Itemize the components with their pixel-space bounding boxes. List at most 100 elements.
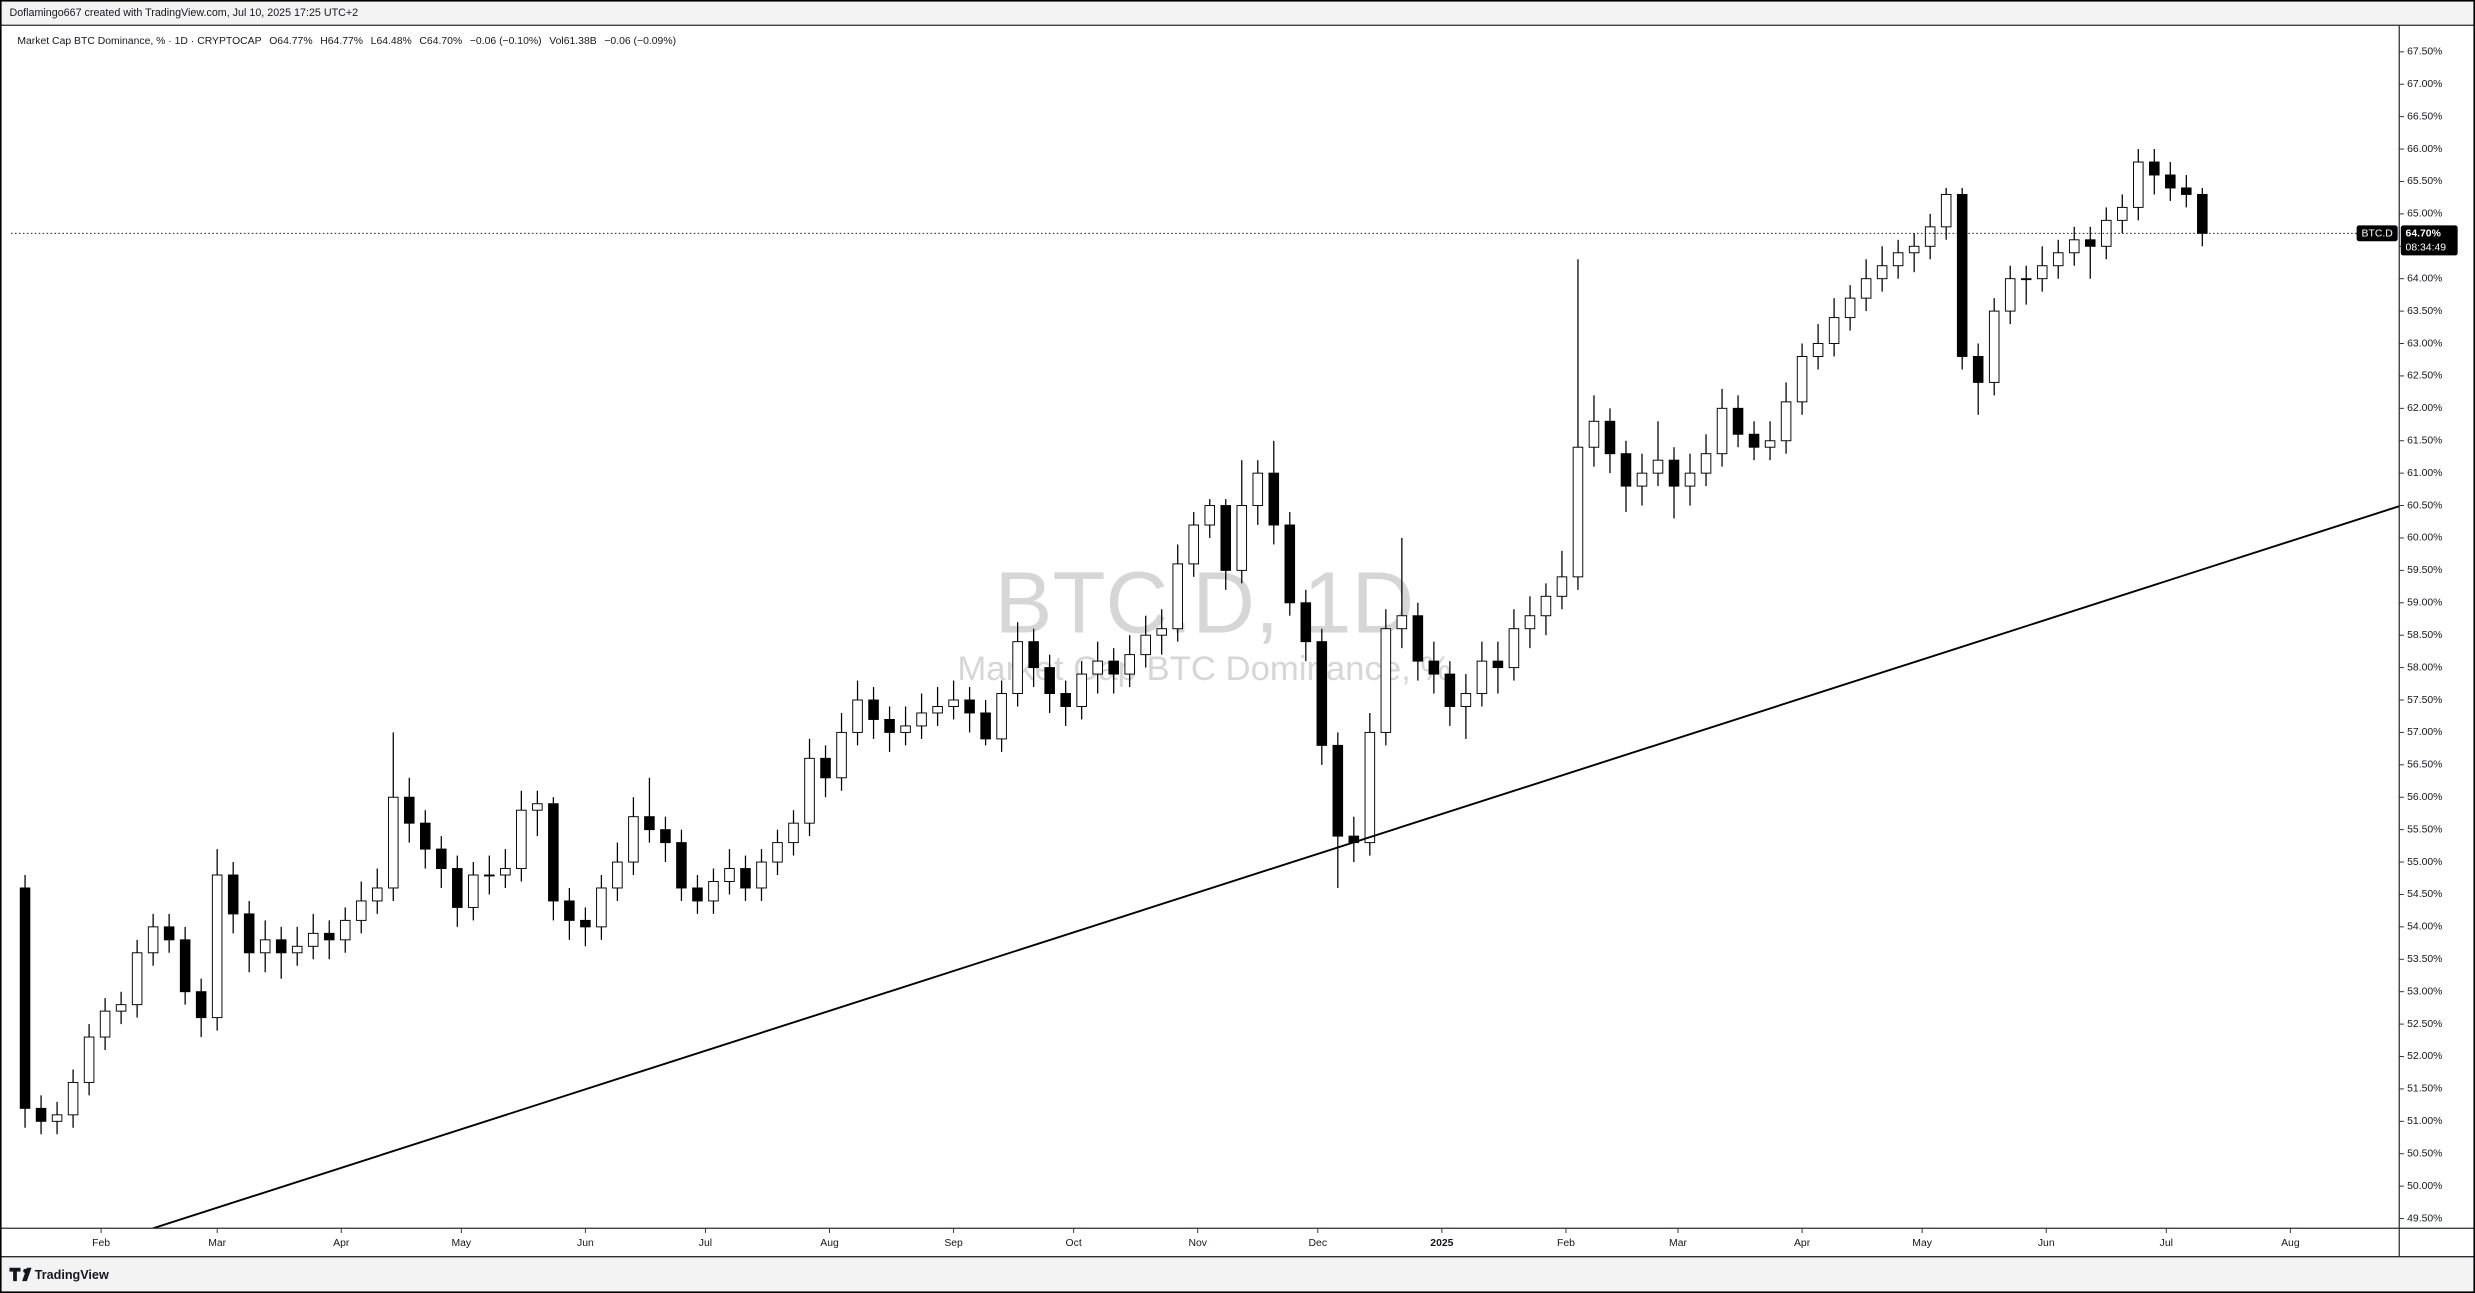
candle-body [35, 1107, 47, 1122]
candle-body [1908, 245, 1920, 254]
candle-body [1396, 615, 1408, 630]
candle-body [756, 861, 767, 889]
candle-body [2068, 239, 2080, 254]
candle-body [1268, 472, 1280, 526]
candle-body [2004, 278, 2016, 312]
candle-body [1476, 660, 1488, 695]
symbol-tag-bg [2356, 225, 2398, 242]
candle-body [67, 1081, 79, 1116]
legend-low: L64.48% [371, 36, 412, 47]
last-price-tag-bg [2400, 225, 2458, 256]
y-tick-label: 61.50% [2407, 435, 2442, 446]
candle-body [2165, 174, 2176, 189]
candle-body [2036, 265, 2048, 280]
y-tick-label: 56.00% [2407, 792, 2442, 803]
candle-body [644, 816, 655, 831]
x-tick-label: May [451, 1238, 471, 1249]
candle-body [1636, 472, 1648, 487]
x-tick-label: 2025 [1430, 1238, 1453, 1249]
candle-body [1332, 744, 1344, 837]
candle-body [884, 718, 895, 733]
y-tick-label: 59.00% [2407, 598, 2442, 609]
candle-body [2084, 239, 2096, 247]
brand-name: TradingView [35, 1268, 109, 1282]
symbol-tag: BTC.D [2362, 229, 2394, 240]
candle-body [708, 881, 719, 902]
brand-logo [9, 1267, 32, 1282]
candle-body [275, 939, 287, 954]
candle-body [83, 1036, 95, 1083]
y-tick-label: 60.50% [2407, 500, 2442, 511]
legend-close: C64.70% [419, 36, 462, 47]
candle-body [564, 900, 575, 921]
x-tick-label: Apr [1794, 1238, 1811, 1249]
candle-body [291, 945, 303, 954]
candle-body [147, 926, 159, 954]
candle-body [115, 1004, 127, 1012]
candle-body [724, 868, 735, 882]
candle-body [916, 712, 927, 727]
candle-body [1524, 615, 1536, 630]
candle-body [323, 932, 335, 941]
header-text: Doflamingo667 created with TradingView.c… [9, 7, 358, 19]
y-tick-label: 53.00% [2407, 986, 2442, 997]
x-tick-label: Feb [92, 1238, 110, 1249]
x-tick-label: Jun [2038, 1238, 2055, 1249]
candle-body [1588, 420, 1600, 448]
candle-body [1124, 654, 1135, 675]
y-tick-label: 63.00% [2407, 338, 2442, 349]
y-tick-label: 56.50% [2407, 760, 2442, 771]
candle-body [1940, 193, 1952, 228]
candle-body [1892, 252, 1904, 267]
y-tick-label: 67.00% [2407, 79, 2442, 90]
x-tick-label: Jun [577, 1238, 594, 1249]
candle-body [836, 731, 847, 779]
candle-body [2197, 193, 2208, 234]
y-tick-label: 57.00% [2407, 727, 2442, 738]
candle-body [2149, 161, 2160, 176]
candle-body [596, 887, 607, 928]
candle-body [1188, 524, 1200, 565]
last-price-label: 64.70% [2406, 229, 2441, 240]
candle-body [1220, 505, 1232, 571]
candle-body [404, 796, 415, 824]
candle-body [820, 757, 831, 779]
candle-body [1460, 693, 1472, 707]
candle-body [900, 725, 911, 733]
candle-body [1876, 265, 1888, 280]
candle-body [932, 706, 943, 714]
candle-body [1732, 407, 1744, 435]
candle-body [2052, 252, 2064, 267]
candle-body [1364, 731, 1376, 844]
candle-body [500, 868, 511, 876]
candle-body [1780, 401, 1792, 442]
candle-body [580, 919, 591, 928]
y-tick-label: 60.00% [2407, 533, 2442, 544]
candle-body [1684, 472, 1696, 487]
x-tick-label: Mar [1669, 1238, 1687, 1249]
candle-body [2020, 278, 2032, 281]
candle-body [1748, 433, 1760, 448]
y-tick-label: 67.50% [2407, 47, 2442, 58]
candle-body [532, 803, 543, 811]
candle-body [676, 842, 687, 889]
x-tick-label: Feb [1557, 1238, 1575, 1249]
candle-body [1844, 297, 1856, 319]
candle-body [1092, 660, 1103, 675]
candle-body [1764, 440, 1776, 448]
y-tick-label: 58.00% [2407, 662, 2442, 673]
y-tick-label: 61.00% [2407, 468, 2442, 479]
candle-body [1716, 407, 1728, 455]
candle-body [1988, 310, 2000, 383]
y-tick-label: 62.50% [2407, 371, 2442, 382]
candle-body [1300, 602, 1312, 643]
candle-body [868, 699, 879, 720]
y-tick-label: 53.50% [2407, 954, 2442, 965]
candle-body [1956, 193, 1968, 357]
candle-body [484, 874, 495, 877]
y-tick-label: 51.50% [2407, 1084, 2442, 1095]
countdown: 08:34:49 [2406, 242, 2447, 253]
